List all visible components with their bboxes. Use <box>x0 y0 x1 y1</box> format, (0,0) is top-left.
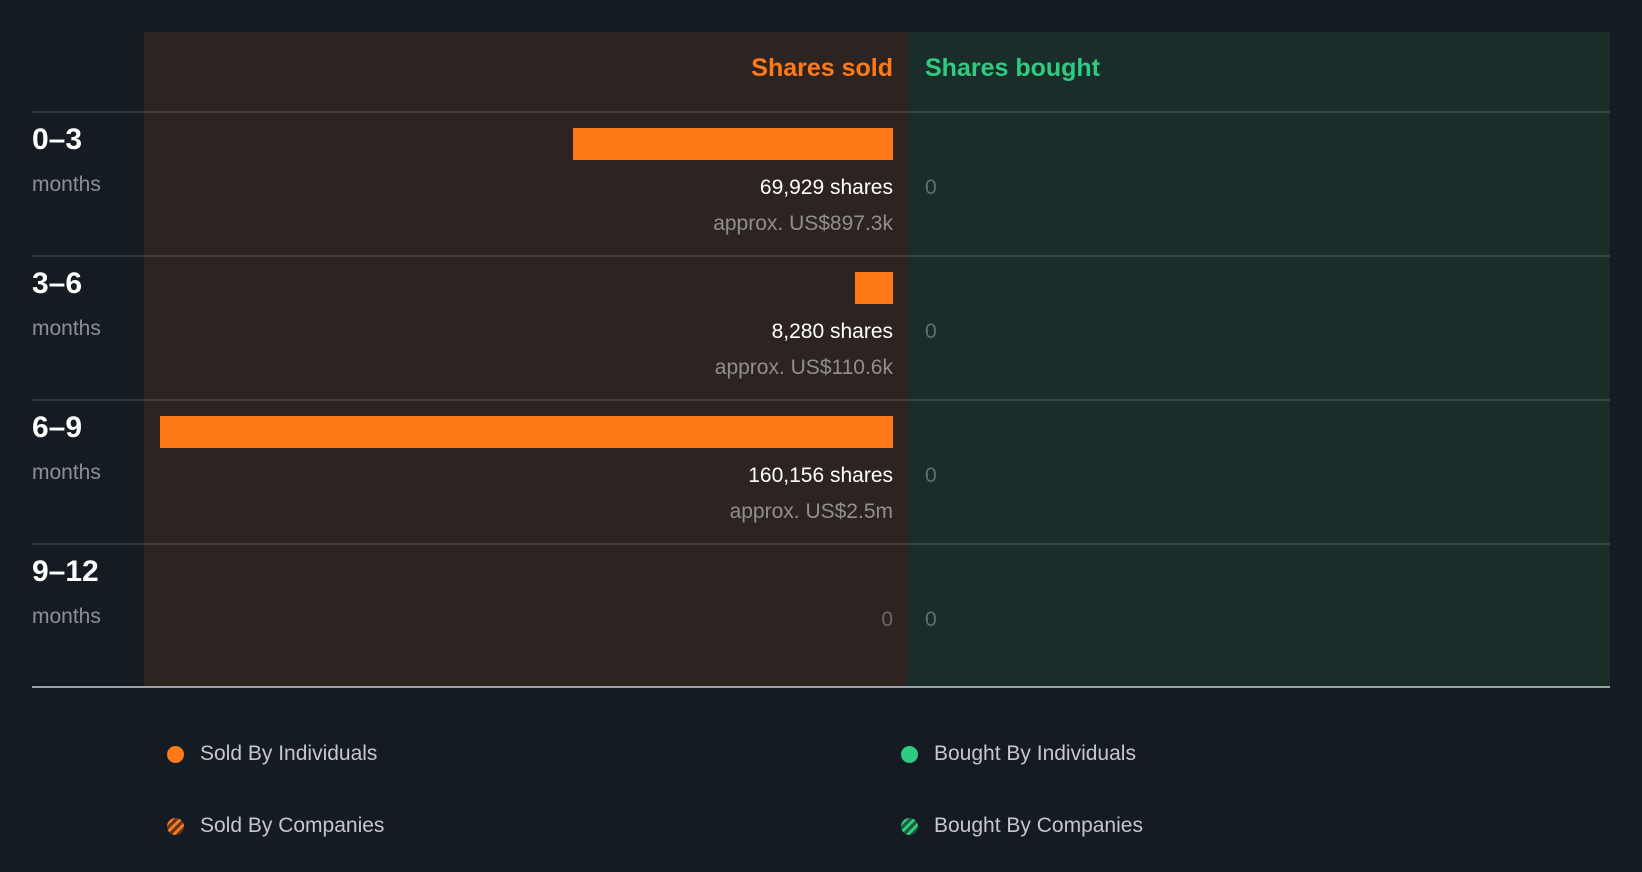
legend-label: Sold By Individuals <box>200 742 378 765</box>
period-unit: months <box>32 173 101 196</box>
green-dot-icon <box>901 745 918 763</box>
legend-label: Bought By Individuals <box>934 742 1136 765</box>
orange-striped-dot-icon <box>167 817 184 835</box>
bought-value: 0 <box>925 464 937 487</box>
sold-bar[interactable] <box>160 416 893 448</box>
period-unit: months <box>32 461 101 484</box>
period-row-9-12: 9–12 months 0 0 <box>0 545 1642 689</box>
period-label: 3–6 <box>32 267 83 300</box>
legend-label: Sold By Companies <box>200 814 385 837</box>
legend-bought-individuals[interactable]: Bought By Individuals <box>901 742 1136 766</box>
sold-value: 0 <box>881 608 893 631</box>
sold-bar[interactable] <box>855 272 893 304</box>
sold-shares-value: 69,929 shares <box>759 176 893 199</box>
bought-value: 0 <box>925 608 937 631</box>
sold-approx-value: approx. US$110.6k <box>714 356 893 379</box>
legend-label: Bought By Companies <box>934 814 1143 837</box>
bought-panel <box>908 32 1610 687</box>
period-unit: months <box>32 317 101 340</box>
sold-shares-value: 160,156 shares <box>748 464 893 487</box>
shares-sold-header: Shares sold <box>751 54 893 82</box>
legend-sold-individuals[interactable]: Sold By Individuals <box>167 742 377 766</box>
period-label: 0–3 <box>32 123 83 156</box>
period-row-6-9: 6–9 months 160,156 shares approx. US$2.5… <box>0 401 1642 545</box>
period-unit: months <box>32 605 101 628</box>
row-divider <box>32 543 1610 545</box>
row-divider <box>32 399 1610 401</box>
period-label: 6–9 <box>32 411 83 444</box>
sold-approx-value: approx. US$2.5m <box>729 500 893 523</box>
bought-value: 0 <box>925 320 937 343</box>
legend-sold-companies[interactable]: Sold By Companies <box>167 814 384 838</box>
shares-bought-header: Shares bought <box>925 54 1101 82</box>
sold-shares-value: 8,280 shares <box>771 320 893 343</box>
sold-bar[interactable] <box>573 128 893 160</box>
orange-dot-icon <box>167 745 184 763</box>
period-row-0-3: 0–3 months 69,929 shares approx. US$897.… <box>0 113 1642 257</box>
x-axis-line <box>32 686 1610 688</box>
bought-value: 0 <box>925 176 937 199</box>
period-label: 9–12 <box>32 555 99 588</box>
legend-bought-companies[interactable]: Bought By Companies <box>901 814 1143 838</box>
row-divider <box>32 255 1610 257</box>
green-striped-dot-icon <box>901 817 918 835</box>
sold-approx-value: approx. US$897.3k <box>713 212 893 235</box>
period-row-3-6: 3–6 months 8,280 shares approx. US$110.6… <box>0 257 1642 401</box>
row-divider <box>32 111 1610 113</box>
